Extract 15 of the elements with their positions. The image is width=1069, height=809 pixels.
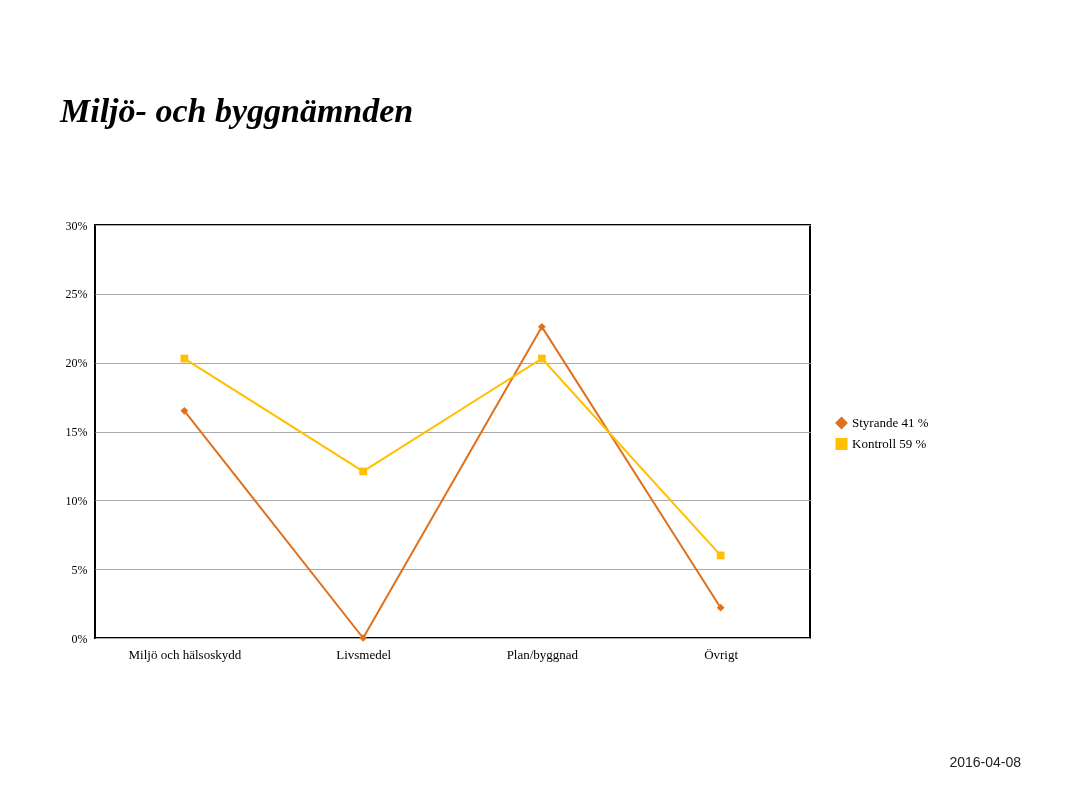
y-tick-label: 5% [71, 562, 88, 577]
x-tick-label: Livsmedel [336, 646, 392, 662]
y-tick-label: 30% [65, 218, 88, 233]
x-tick-label: Övrigt [704, 646, 739, 662]
y-tick-label: 25% [65, 287, 88, 302]
y-tick-label: 10% [65, 493, 88, 508]
y-tick-label: 15% [65, 425, 88, 439]
x-tick-label: Plan/byggnad [506, 646, 579, 662]
y-tick-label: 20% [65, 356, 88, 371]
legend-label: Styrande 41 % [852, 415, 929, 430]
y-tick-label: 0% [71, 631, 88, 646]
legend-label: Kontroll 59 % [852, 436, 927, 451]
x-tick-label: Miljö och hälsoskydd [128, 646, 242, 662]
chart-title: Miljö- och byggnämnden [60, 92, 414, 130]
text: 2016-04-08 [949, 754, 1021, 770]
